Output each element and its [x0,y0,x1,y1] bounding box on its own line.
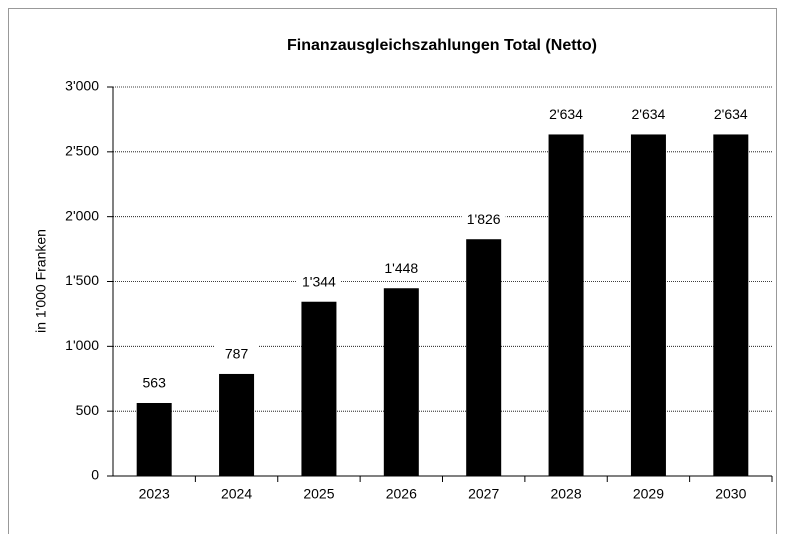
y-tick-label: 1'000 [65,337,99,353]
value-label-bg [214,344,259,363]
y-tick-label: 3'000 [65,78,99,94]
y-tick-label: 500 [76,402,100,418]
x-tick-label: 2028 [550,486,581,502]
bar [219,373,255,476]
bar [548,134,584,476]
bar [136,402,172,476]
value-label: 1'826 [467,211,501,227]
x-tick-label: 2027 [468,486,499,502]
y-tick-label: 0 [91,467,99,483]
y-tick-label: 2'000 [65,207,99,223]
value-label: 2'634 [714,106,748,122]
value-label: 1'344 [302,273,336,289]
bar [713,134,749,476]
value-label: 2'634 [549,106,583,122]
value-label: 2'634 [632,106,666,122]
x-tick-label: 2030 [715,486,746,502]
x-tick-label: 2025 [303,486,334,502]
value-label-bg [132,373,177,392]
value-label-bg [708,105,753,124]
bar [383,288,419,476]
value-label-bg [379,259,424,278]
chart-frame [8,8,777,534]
value-label: 1'448 [384,260,418,276]
x-tick-label: 2024 [221,486,252,502]
x-tick-label: 2023 [139,486,170,502]
value-label-bg [544,105,589,124]
y-axis-label: in 1'000 Franken [33,229,49,333]
x-tick-label: 2026 [386,486,417,502]
value-label-bg [296,272,341,291]
chart-title: Finanzausgleichszahlungen Total (Netto) [287,37,597,54]
value-label-bg [626,105,671,124]
bar [466,239,502,476]
y-tick-label: 2'500 [65,143,99,159]
value-label-bg [461,210,506,229]
value-label: 563 [143,375,167,391]
bar [630,134,666,476]
bar [301,301,337,476]
value-label: 787 [225,346,249,362]
x-tick-label: 2029 [633,486,664,502]
y-tick-label: 1'500 [65,272,99,288]
